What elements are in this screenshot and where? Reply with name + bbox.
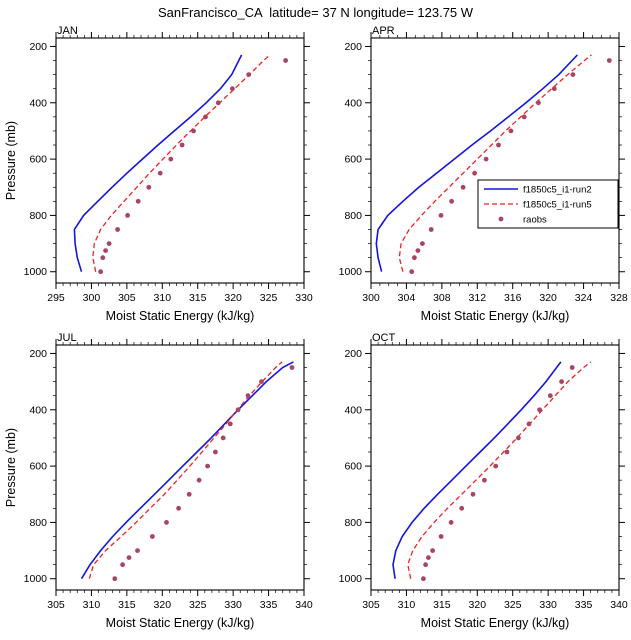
- x-tick-label: 305: [118, 292, 136, 304]
- x-tick-label: 310: [398, 599, 416, 611]
- y-tick-label: 800: [29, 517, 47, 529]
- oct-f1850c5_i1-run2-line: [392, 361, 562, 579]
- jan-x-axis-label: Moist Static Energy (kJ/kg): [106, 309, 255, 323]
- y-tick-label: 1000: [339, 573, 363, 585]
- oct-month-label: OCT: [372, 332, 396, 344]
- x-tick-label: 315: [118, 599, 136, 611]
- x-tick-label: 324: [575, 292, 593, 304]
- panels-grid: 295 300 305 310 315 320 325 330 200 400 600 800 1000…: [0, 22, 631, 636]
- legend-label: f1850c5_i1-run5: [523, 199, 592, 210]
- jul-plot-frame: [55, 344, 305, 591]
- apr-f1850c5_i1-run2-line: [375, 54, 578, 272]
- x-tick-label: 335: [260, 599, 278, 611]
- x-tick-label: 320: [469, 599, 487, 611]
- x-tick-label: 300: [83, 292, 101, 304]
- x-tick-label: 305: [47, 599, 65, 611]
- y-tick-label: 1000: [24, 266, 48, 278]
- jan-month-label: JAN: [57, 25, 78, 37]
- x-tick-label: 325: [189, 599, 207, 611]
- x-tick-label: 325: [260, 292, 278, 304]
- panel-apr: 300 304 308 312 316 320 324 328 200 400 600 800 1000…: [339, 25, 628, 323]
- y-tick-label: 800: [344, 517, 362, 529]
- x-tick-label: 320: [539, 292, 557, 304]
- x-tick-label: 316: [504, 292, 522, 304]
- jul-month-label: JUL: [57, 332, 77, 344]
- x-tick-label: 328: [610, 292, 628, 304]
- y-tick-label: 600: [344, 461, 362, 473]
- y-tick-label: 400: [344, 404, 362, 416]
- x-tick-label: 315: [189, 292, 207, 304]
- legend-label: f1850c5_i1-run2: [523, 184, 592, 195]
- panel-jul: 305 310 315 320 325 330 335 340 200 400 600 800 1000…: [4, 332, 313, 630]
- apr-f1850c5_i1-run5-line: [398, 54, 592, 272]
- y-tick-label: 1000: [24, 573, 48, 585]
- y-tick-label: 800: [29, 210, 47, 222]
- figure-title: SanFrancisco_CA latitude= 37 N longitude…: [157, 5, 474, 20]
- x-tick-label: 300: [362, 292, 380, 304]
- y-tick-label: 600: [29, 461, 47, 473]
- oct-x-axis-label: Moist Static Energy (kJ/kg): [421, 616, 570, 630]
- oct-raobs-dots: [421, 365, 575, 582]
- x-tick-label: 295: [47, 292, 65, 304]
- jan-f1850c5_i1-run5-line: [92, 54, 271, 272]
- jan-raobs-dots: [98, 58, 288, 275]
- y-tick-label: 200: [344, 41, 362, 53]
- x-tick-label: 330: [539, 599, 557, 611]
- x-tick-label: 330: [295, 292, 313, 304]
- x-tick-label: 335: [575, 599, 593, 611]
- apr-x-axis-label: Moist Static Energy (kJ/kg): [421, 309, 570, 323]
- apr-raobs-dots: [409, 58, 612, 275]
- y-tick-label: 400: [29, 404, 47, 416]
- y-tick-label: 200: [29, 348, 47, 360]
- legend-label: raobs: [523, 214, 547, 225]
- y-tick-label: 200: [344, 348, 362, 360]
- x-tick-label: 310: [154, 292, 172, 304]
- jan-plot-frame: [55, 37, 305, 284]
- jan-f1850c5_i1-run2-line: [73, 54, 243, 272]
- x-tick-label: 320: [224, 292, 242, 304]
- panel-jan: 295 300 305 310 315 320 325 330 200 400 600 800 1000…: [4, 25, 313, 323]
- jul-raobs-dots: [112, 365, 295, 582]
- jul-f1850c5_i1-run2-line: [80, 361, 294, 580]
- jan-axes: 295 300 305 310 315 320 325 330 200 400 600 800 1000: [24, 32, 313, 304]
- x-tick-label: 325: [504, 599, 522, 611]
- apr-axes: 300 304 308 312 316 320 324 328 200 400 600 800 1000: [339, 32, 628, 304]
- x-tick-label: 305: [362, 599, 380, 611]
- y-tick-label: 400: [29, 97, 47, 109]
- x-tick-label: 308: [433, 292, 451, 304]
- y-tick-label: 600: [344, 154, 362, 166]
- panel-oct: 305 310 315 320 325 330 335 340 200 400 600 800 1000…: [339, 332, 628, 630]
- y-tick-label: 200: [29, 41, 47, 53]
- y-tick-label: 1000: [339, 266, 363, 278]
- x-tick-label: 340: [610, 599, 628, 611]
- x-tick-label: 320: [154, 599, 172, 611]
- x-tick-label: 312: [469, 292, 487, 304]
- y-tick-label: 800: [344, 210, 362, 222]
- x-tick-label: 340: [295, 599, 313, 611]
- oct-f1850c5_i1-run5-line: [407, 361, 592, 579]
- x-tick-label: 315: [433, 599, 451, 611]
- jul-y-axis-label: Pressure (mb): [4, 428, 18, 507]
- y-tick-label: 600: [29, 154, 47, 166]
- legend-dot-sample: [498, 216, 504, 222]
- jan-y-axis-label: Pressure (mb): [4, 121, 18, 200]
- oct-plot-frame: [370, 344, 620, 591]
- apr-plot-frame: [370, 37, 620, 284]
- y-tick-label: 400: [344, 97, 362, 109]
- x-tick-label: 330: [224, 599, 242, 611]
- x-tick-label: 304: [398, 292, 416, 304]
- jul-x-axis-label: Moist Static Energy (kJ/kg): [106, 616, 255, 630]
- jul-f1850c5_i1-run5-line: [88, 361, 283, 579]
- oct-axes: 305 310 315 320 325 330 335 340 200 400 600 800 1000: [339, 339, 628, 611]
- x-tick-label: 310: [83, 599, 101, 611]
- apr-month-label: APR: [372, 25, 395, 37]
